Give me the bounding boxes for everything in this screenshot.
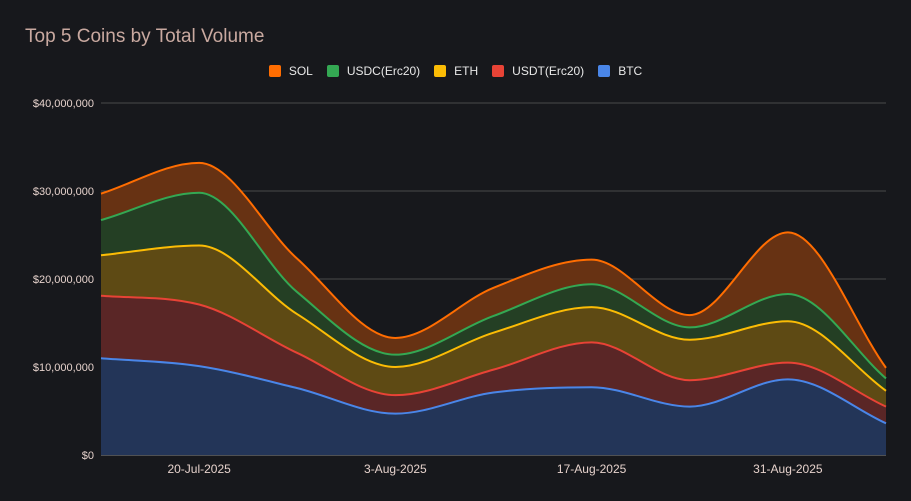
line-btc[interactable] [100,357,887,425]
x-tick-label: 20-Jul-2025 [167,462,231,476]
y-tick-label: $10,000,000 [33,362,94,374]
area-usdc-erc20[interactable] [101,192,886,391]
legend-swatch-usdt [492,65,505,77]
y-tick-label: $30,000,000 [33,186,94,198]
legend-item-btc[interactable]: BTC [598,64,642,78]
legend-label-sol: SOL [288,64,313,78]
legend-item-usdc[interactable]: USDC(Erc20) [326,64,421,78]
y-tick-label: $0 [82,450,94,462]
legend-item-sol[interactable]: SOL [268,64,313,78]
area-eth[interactable] [101,245,886,407]
area-btc[interactable] [101,358,886,455]
legend-label-eth: ETH [454,64,479,78]
legend-label-usdt: USDT(Erc20) [512,64,585,78]
legend-label-usdc: USDC(Erc20) [346,64,421,78]
legend-swatch-sol [268,65,281,77]
y-axis: $0 $10,000,000 $20,000,000 $30,000,000 $40,0… [33,98,94,462]
x-tick-label: 31-Aug-2025 [753,462,823,476]
legend-swatch-eth [434,65,447,77]
y-tick-label: $40,000,000 [33,98,94,110]
line-usdt-erc20[interactable] [100,294,887,408]
legend-swatch-btc [598,65,611,77]
legend-item-eth[interactable]: ETH [434,64,478,78]
legend: SOL USDC(Erc20) ETH USDT(Erc20) BTC [0,64,911,78]
line-eth[interactable] [100,244,887,392]
chart-title: Top 5 Coins by Total Volume [25,26,265,47]
x-tick-label: 17-Aug-2025 [557,462,627,476]
area-sol[interactable] [101,162,886,379]
series-areas [101,162,886,455]
legend-label-btc: BTC [618,64,643,78]
x-tick-label: 3-Aug-2025 [364,462,427,476]
legend-item-usdt[interactable]: USDT(Erc20) [492,64,584,78]
legend-swatch-usdc [326,65,339,77]
area-usdt-erc20[interactable] [101,295,886,424]
line-usdc-erc20[interactable] [100,191,887,380]
x-axis: 20-Jul-2025 3-Aug-2025 17-Aug-2025 31-Aug-2… [167,462,822,476]
line-sol[interactable] [100,161,887,369]
series-lines [100,161,887,425]
y-tick-label: $20,000,000 [33,274,94,286]
